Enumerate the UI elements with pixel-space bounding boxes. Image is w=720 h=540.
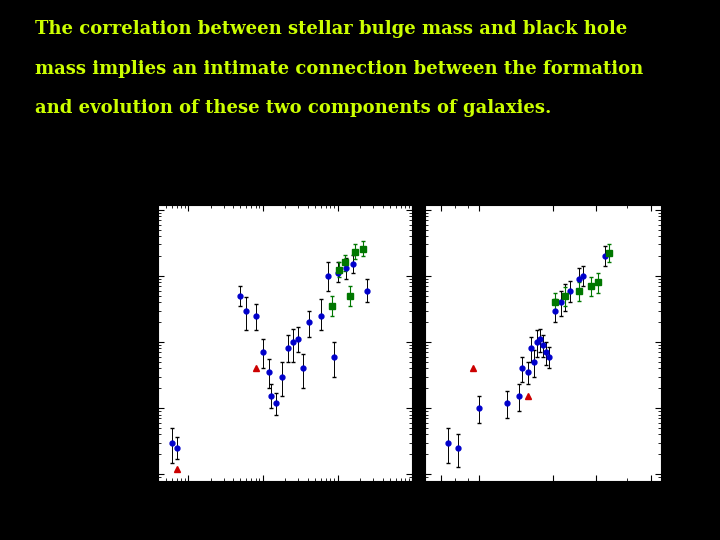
Y-axis label: Black Hole Mass: Black Hole Mass — [696, 303, 705, 382]
Text: The correlation between stellar bulge mass and black hole: The correlation between stellar bulge ma… — [35, 21, 627, 38]
Text: Bulge Luminosity: Bulge Luminosity — [220, 215, 310, 225]
Text: and evolution of these two components of galaxies.: and evolution of these two components of… — [35, 99, 552, 117]
X-axis label: Velocity  (×m/s): Velocity (×m/s) — [503, 503, 582, 514]
Text: Black Hole Mass (Millions of Suns): Black Hole Mass (Millions of Suns) — [318, 147, 495, 158]
Text: versus: versus — [390, 179, 424, 188]
Text: Stellar Velocities: Stellar Velocities — [482, 215, 568, 225]
X-axis label: Bulge Luminosity: Bulge Luminosity — [243, 500, 328, 510]
Y-axis label: Black Hole Mass: Black Hole Mass — [112, 303, 122, 382]
Text: mass implies an intimate connection between the formation: mass implies an intimate connection betw… — [35, 59, 644, 78]
